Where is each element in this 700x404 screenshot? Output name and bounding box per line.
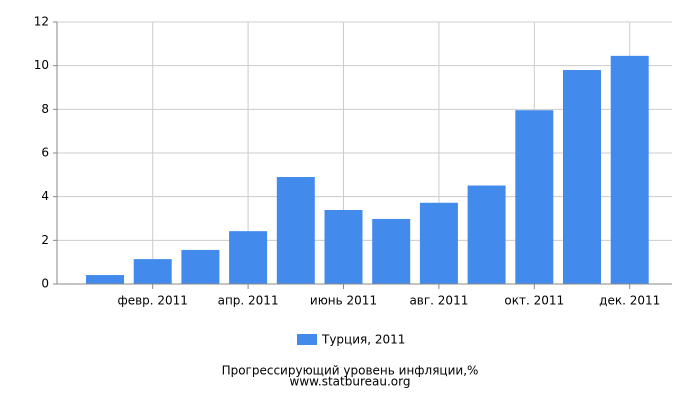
bar [467, 185, 506, 284]
y-tick-label: 2 [41, 233, 49, 247]
bar [372, 218, 411, 284]
x-tick-label: авг. 2011 [409, 294, 468, 308]
y-tick-label: 6 [41, 146, 49, 160]
y-tick-label: 4 [41, 189, 49, 203]
legend-swatch [297, 334, 317, 345]
bar [181, 249, 220, 284]
y-tick-label: 12 [34, 15, 49, 29]
x-tick-label: окт. 2011 [504, 294, 564, 308]
y-tick-label: 10 [34, 58, 49, 72]
bar [86, 275, 124, 284]
bar [610, 55, 649, 284]
x-tick-label: февр. 2011 [117, 294, 188, 308]
chart-title: Прогрессирующий уровень инфляции,% [222, 364, 479, 378]
y-tick-label: 8 [41, 102, 49, 116]
chart-subtitle: www.statbureau.org [290, 375, 411, 389]
legend-label: Турция, 2011 [321, 333, 405, 347]
bar [229, 231, 268, 284]
x-tick-label: апр. 2011 [218, 294, 279, 308]
y-tick-label: 0 [41, 277, 49, 291]
bar [419, 202, 458, 284]
x-tick-label: дек. 2011 [599, 294, 660, 308]
bar [515, 110, 554, 284]
bar [133, 259, 172, 284]
bar [276, 177, 315, 284]
bar [324, 209, 363, 284]
x-tick-label: июнь 2011 [310, 294, 377, 308]
bar [563, 70, 601, 285]
